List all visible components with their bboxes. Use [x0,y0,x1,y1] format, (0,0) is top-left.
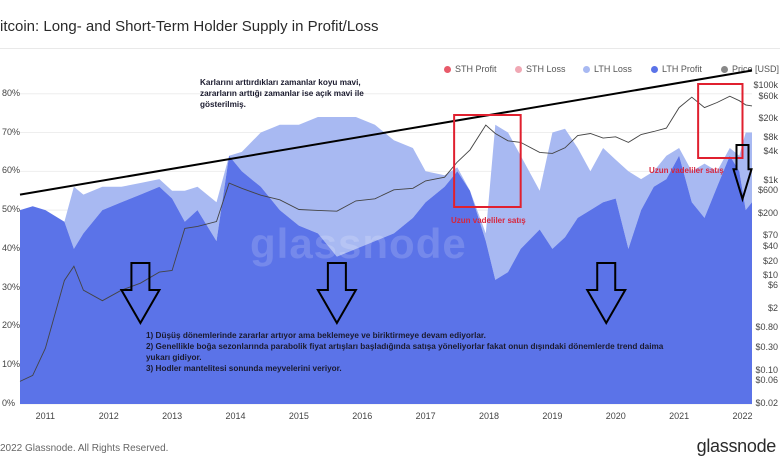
x-tick: 2015 [288,411,309,421]
legend-lth-loss[interactable]: LTH Loss [583,64,632,74]
y-left-tick: 50% [2,204,21,215]
sell-box [697,83,744,159]
y-right-tick: $600 [757,185,778,196]
sth-loss-dot [515,66,522,73]
y-right-tick: $1k [763,174,778,185]
sell-label-2018: Uzun vadeliler satış [451,216,526,225]
y-right-tick: $100k [753,80,778,90]
legend-label: STH Loss [526,64,566,74]
lth-loss-dot [583,66,590,73]
x-tick: 2013 [162,411,183,421]
glassnode-logo[interactable]: glassnode [696,436,777,456]
y-left-tick: 0% [2,398,16,408]
top-note-line: gösterilmiş. [200,100,246,109]
y-right-tick: $6 [767,280,778,291]
x-tick: 2017 [415,411,436,421]
top-note-line: zararların arttığı zamanlar ise açık mav… [200,89,364,98]
y-left-tick: 10% [2,359,21,370]
lth-profit-area [20,155,752,404]
y-right-tick: $0.80 [755,321,778,332]
down-arrow-icon [119,262,162,326]
legend-lth-profit[interactable]: LTH Profit [651,64,702,74]
down-arrow-icon [585,262,627,326]
y-right-tick: $10 [762,269,778,280]
y-left-tick: 70% [2,126,21,137]
trend-line [19,69,753,196]
legend-label: Price [USD] [732,64,780,74]
y-left-tick: 30% [2,281,21,292]
y-right-tick: $20k [758,113,778,124]
sell-label-2021: Uzun vadeliler satış [649,166,724,175]
y-right-tick: $0.06 [755,375,778,386]
bottom-note: 1) Düşüş dönemlerinde zararlar artıyor a… [146,330,731,374]
y-left-tick: 60% [2,165,21,176]
x-tick: 2020 [605,411,626,421]
sth-profit-dot [444,66,451,73]
copyright: 2022 Glassnode. All Rights Reserved. [0,443,169,454]
lth-loss-area [20,117,752,280]
sell-box [453,114,522,208]
legend-sth-profit[interactable]: STH Profit [444,64,497,74]
y-right-tick: $200 [757,208,778,219]
top-note-line: Karlarını arttırdıkları zamanlar koyu ma… [200,78,361,87]
y-right-tick: $2 [767,303,778,314]
x-tick: 2012 [98,411,119,421]
x-tick: 2021 [669,411,690,421]
x-tick: 2016 [352,411,373,421]
y-right-tick: $8k [763,132,778,143]
header-divider [0,48,780,49]
legend-sth-loss[interactable]: STH Loss [515,64,566,74]
y-right-tick: $0.02 [755,398,778,408]
bottom-note-line: 1) Düşüş dönemlerinde zararlar artıyor a… [146,331,486,340]
y-right-tick: $0.10 [755,364,778,375]
legend-label: LTH Loss [594,64,632,74]
y-left-tick: 40% [2,242,21,253]
y-right-tick: $70 [762,229,778,240]
y-right-tick: $20 [762,255,778,266]
y-right-tick: $60k [758,90,778,101]
x-tick: 2018 [478,411,499,421]
legend-label: LTH Profit [662,64,702,74]
x-tick: 2011 [35,411,56,421]
bottom-note-line: 2) Genellikle boğa sezonlarında paraboli… [146,342,664,351]
bottom-note-line: yukarı gidiyor. [146,353,202,362]
legend-label: STH Profit [455,64,497,74]
y-left-tick: 20% [2,320,21,331]
down-arrow-icon [732,144,753,203]
bottom-note-line: 3) Hodler mantelitesi sonunda meyvelerin… [146,364,342,373]
top-note: Karlarını arttırdıkları zamanlar koyu ma… [200,77,400,110]
lth-profit-dot [651,66,658,73]
down-arrow-icon [316,262,358,326]
page-title: itcoin: Long- and Short-Term Holder Supp… [0,18,379,35]
x-tick: 2022 [732,411,753,421]
legend-price[interactable]: Price [USD] [721,64,779,74]
price-dot [721,66,728,73]
x-tick: 2014 [225,411,246,421]
x-tick: 2019 [542,411,563,421]
y-right-tick: $40 [762,241,778,252]
glassnode-watermark: glassnode [250,220,467,267]
y-right-tick: $0.30 [755,342,778,353]
y-right-tick: $4k [763,146,778,157]
y-left-tick: 80% [2,87,21,98]
